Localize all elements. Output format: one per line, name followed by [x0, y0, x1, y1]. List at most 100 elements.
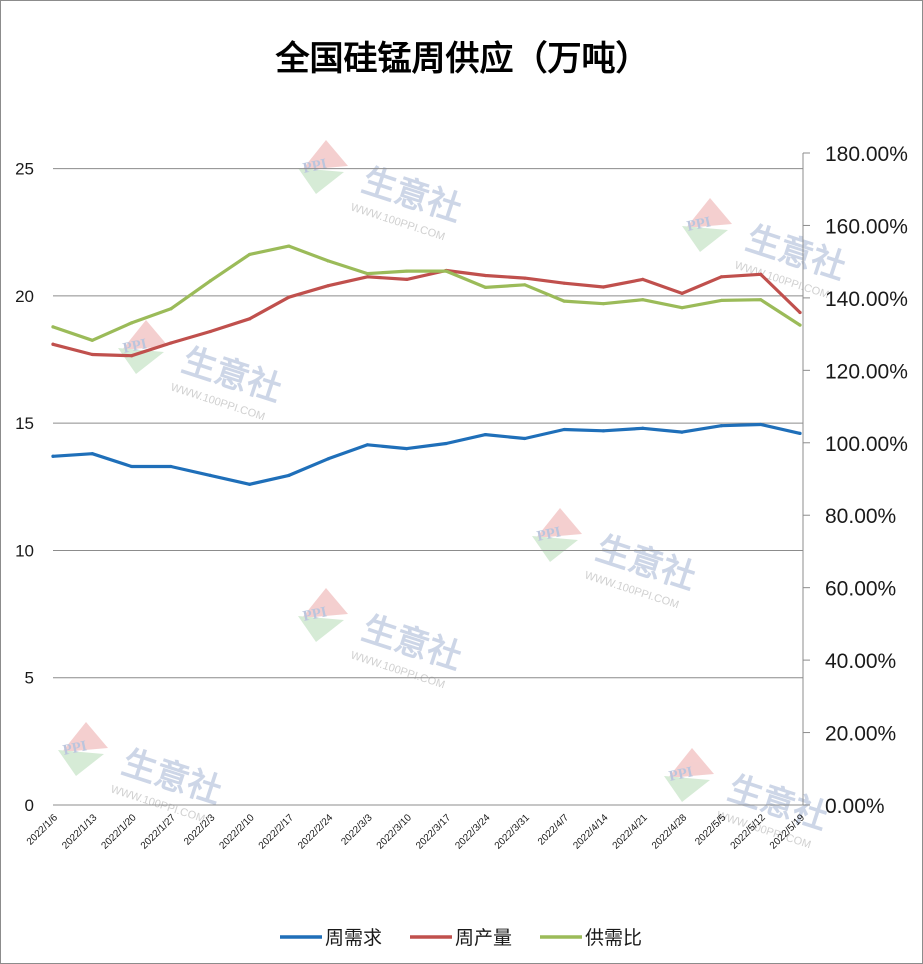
- data-point: [365, 272, 370, 276]
- legend-item: 供需比: [540, 927, 642, 949]
- watermark-logo-red: [302, 140, 348, 170]
- data-point: [798, 310, 802, 315]
- data-point: [90, 338, 94, 342]
- y2-tick-label: 140.00%: [825, 288, 908, 311]
- legend-label: 周产量: [455, 927, 512, 949]
- x-tick-label: 2022/3/31: [493, 812, 533, 852]
- y-tick-label: 0: [25, 796, 34, 815]
- legend-label: 周需求: [325, 927, 382, 949]
- data-point: [247, 252, 252, 257]
- watermark-logo-text: PPI: [536, 524, 563, 545]
- x-tick-label: 2022/1/20: [100, 812, 140, 852]
- series-line: [51, 422, 802, 486]
- watermark-logo-text: PPI: [302, 604, 329, 625]
- data-point: [523, 283, 527, 287]
- data-point: [523, 276, 527, 280]
- data-point: [287, 473, 291, 477]
- data-point: [51, 454, 55, 458]
- data-point: [601, 302, 606, 306]
- x-tick-label: 2022/1/6: [25, 812, 61, 848]
- watermark-logo-text: PPI: [62, 738, 89, 759]
- x-tick-label: 2022/4/21: [611, 812, 651, 852]
- data-point: [483, 433, 488, 437]
- watermark-logo-red: [668, 748, 714, 778]
- data-point: [719, 298, 723, 303]
- x-tick-label: 2022/4/7: [536, 812, 572, 848]
- y-tick-label: 15: [15, 414, 34, 433]
- watermark-logo-red: [122, 320, 168, 350]
- watermark-logo-green: [532, 536, 578, 562]
- x-tick-label: 2022/3/24: [453, 812, 493, 852]
- y2-tick-label: 120.00%: [825, 360, 908, 383]
- data-point: [680, 430, 684, 434]
- series-line: [51, 244, 802, 342]
- data-point: [405, 447, 409, 451]
- x-tick-label: 2022/3/17: [414, 812, 454, 852]
- data-point: [247, 317, 252, 321]
- data-point: [759, 422, 763, 427]
- data-point: [601, 285, 606, 289]
- x-tick-label: 2022/2/24: [296, 812, 336, 852]
- x-axis: 2022/1/6 2022/1/13 2022/1/20 2022/1/27 2022/…: [25, 812, 808, 852]
- y2-tick-label: 60.00%: [825, 578, 896, 601]
- watermark-logo-text: PPI: [668, 764, 695, 785]
- x-tick-label: 2022/5/5: [693, 812, 729, 848]
- data-point: [719, 275, 723, 279]
- data-point: [287, 244, 291, 248]
- data-point: [680, 291, 684, 295]
- data-point: [326, 284, 330, 288]
- data-point: [287, 295, 291, 299]
- legend: 周需求 周产量 供需比: [280, 927, 642, 949]
- data-point: [641, 426, 645, 430]
- x-tick-label: 2022/4/14: [571, 812, 611, 852]
- data-point: [169, 341, 173, 345]
- y2-tick-label: 180.00%: [825, 143, 908, 166]
- y-tick-label: 5: [25, 669, 34, 688]
- data-point: [208, 279, 212, 283]
- data-point: [444, 441, 448, 446]
- y2-tick-label: 40.00%: [825, 650, 896, 673]
- data-point: [759, 272, 763, 276]
- data-point: [562, 427, 566, 432]
- watermark-logo-green: [58, 750, 104, 776]
- watermark-logo-red: [686, 198, 732, 228]
- y2-tick-label: 80.00%: [825, 505, 896, 528]
- data-point: [208, 473, 212, 477]
- data-point: [641, 298, 645, 302]
- x-tick-label: 2022/1/13: [60, 812, 100, 852]
- x-tick-label: 2022/3/10: [375, 812, 415, 852]
- legend-item: 周产量: [410, 927, 512, 949]
- watermark-logo-text: PPI: [302, 156, 329, 177]
- data-point: [130, 464, 134, 469]
- x-tick-label: 2022/4/28: [650, 812, 690, 852]
- data-point: [523, 436, 527, 441]
- series-lines: [51, 244, 802, 486]
- data-point: [365, 275, 370, 279]
- series-line: [51, 268, 802, 358]
- y-axis-left: 0 5 10 15 20 25: [15, 160, 34, 815]
- chart-title: 全国硅锰周供应（万吨）: [275, 39, 650, 79]
- x-tick-label: 2022/3/3: [339, 812, 375, 848]
- watermark-logo-red: [536, 508, 582, 538]
- data-point: [169, 464, 173, 469]
- data-point: [562, 281, 566, 285]
- data-point: [90, 452, 94, 456]
- data-point: [130, 354, 134, 358]
- watermark-logo-green: [664, 776, 710, 802]
- data-point: [719, 424, 723, 428]
- watermark-logo-green: [298, 168, 344, 194]
- data-point: [483, 273, 488, 278]
- y-tick-label: 20: [15, 287, 34, 306]
- legend-label: 供需比: [585, 927, 642, 949]
- data-point: [759, 298, 763, 302]
- data-point: [562, 299, 566, 303]
- data-point: [130, 321, 134, 325]
